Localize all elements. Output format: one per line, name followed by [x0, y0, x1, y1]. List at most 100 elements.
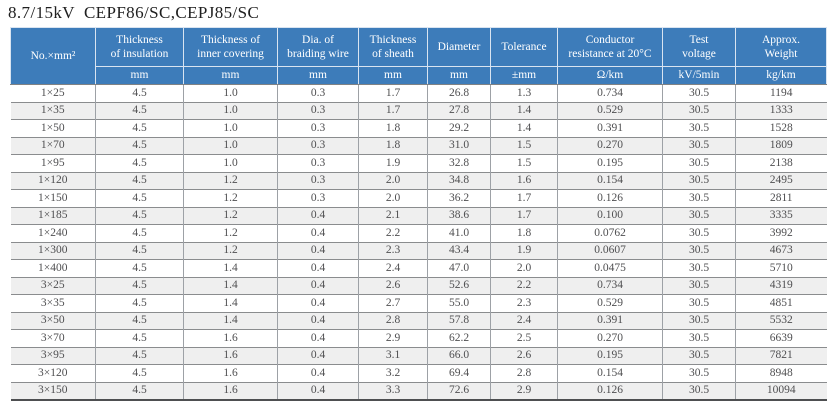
value-cell: 29.2	[427, 119, 491, 137]
table-row: 1×95 4.5 1.0 0.3 1.9 32.8 1.5 0.195 30.5 2138	[10, 154, 827, 172]
value-cell: 30.5	[662, 136, 736, 155]
value-cell: 0.195	[557, 154, 663, 172]
value-cell: 1.8	[358, 119, 428, 137]
value-cell: 30.5	[662, 84, 736, 102]
value-cell: 0.270	[557, 136, 663, 155]
value-cell: 2.7	[358, 294, 428, 312]
value-cell: 2.9	[490, 381, 558, 400]
value-cell: 1.0	[183, 84, 278, 102]
row-size-cell: 3×95	[10, 346, 96, 365]
value-cell: 2.8	[490, 364, 558, 382]
value-cell: 7821	[735, 346, 827, 365]
table-body: 1×25 4.5 1.0 0.3 1.7 26.8 1.3 0.734 30.5 1194 1×35…	[10, 84, 827, 400]
value-cell: 30.5	[662, 101, 736, 120]
value-cell: 0.3	[277, 171, 359, 190]
row-size-cell: 1×70	[10, 136, 96, 155]
value-cell: 1194	[735, 84, 827, 102]
unit-diameter: mm	[427, 66, 491, 85]
value-cell: 0.734	[557, 276, 663, 295]
value-cell: 66.0	[427, 346, 491, 365]
table-row: 3×35 4.5 1.4 0.4 2.7 55.0 2.3 0.529 30.5 4851	[10, 294, 827, 312]
row-size-cell: 3×35	[10, 294, 96, 312]
value-cell: 1528	[735, 119, 827, 137]
value-cell: 0.195	[557, 346, 663, 365]
value-cell: 2.0	[358, 189, 428, 207]
catalog-page: 8.7/15kV CEPF86/SC,CEPJ85/SC No.×mm² Thi…	[0, 3, 830, 411]
value-cell: 2.2	[358, 224, 428, 242]
row-size-cell: 1×120	[10, 171, 96, 190]
value-cell: 30.5	[662, 259, 736, 277]
value-cell: 0.3	[277, 136, 359, 155]
header-row-units: mm mm mm mm mm ±mm Ω/km kV/5min kg/km	[11, 66, 827, 85]
value-cell: 4.5	[95, 311, 184, 330]
row-size-cell: 1×25	[10, 84, 96, 102]
value-cell: 30.5	[662, 154, 736, 172]
unit-test-voltage: kV/5min	[662, 66, 736, 85]
value-cell: 0.391	[557, 119, 663, 137]
value-cell: 3.1	[358, 346, 428, 365]
table-row: 1×35 4.5 1.0 0.3 1.7 27.8 1.4 0.529 30.5 1333	[10, 101, 827, 120]
value-cell: 0.4	[277, 241, 359, 260]
value-cell: 1.8	[358, 136, 428, 155]
row-size-cell: 3×70	[10, 329, 96, 347]
row-size-cell: 3×120	[10, 364, 96, 382]
value-cell: 0.4	[277, 329, 359, 347]
value-cell: 34.8	[427, 171, 491, 190]
value-cell: 30.5	[662, 346, 736, 365]
value-cell: 72.6	[427, 381, 491, 400]
value-cell: 4.5	[95, 381, 184, 400]
value-cell: 36.2	[427, 189, 491, 207]
value-cell: 5532	[735, 311, 827, 330]
value-cell: 1809	[735, 136, 827, 155]
value-cell: 0.3	[277, 119, 359, 137]
value-cell: 2811	[735, 189, 827, 207]
value-cell: 1.5	[490, 136, 558, 155]
value-cell: 0.126	[557, 189, 663, 207]
value-cell: 4.5	[95, 364, 184, 382]
table-row: 3×95 4.5 1.6 0.4 3.1 66.0 2.6 0.195 30.5 7821	[10, 346, 827, 365]
table-row: 3×25 4.5 1.4 0.4 2.6 52.6 2.2 0.734 30.5 4319	[10, 276, 827, 295]
column-header-resistance: Conductor resistance at 20°C	[557, 27, 663, 67]
value-cell: 2.3	[490, 294, 558, 312]
value-cell: 0.126	[557, 381, 663, 400]
value-cell: 4.5	[95, 346, 184, 365]
table-row: 1×240 4.5 1.2 0.4 2.2 41.0 1.8 0.0762 30.5 3992	[10, 224, 827, 242]
value-cell: 1.7	[490, 189, 558, 207]
value-cell: 1.0	[183, 154, 278, 172]
value-cell: 4673	[735, 241, 827, 260]
table-row: 1×70 4.5 1.0 0.3 1.8 31.0 1.5 0.270 30.5 1809	[10, 136, 827, 155]
value-cell: 4.5	[95, 206, 184, 225]
value-cell: 0.4	[277, 346, 359, 365]
value-cell: 1.4	[183, 276, 278, 295]
value-cell: 0.0475	[557, 259, 663, 277]
value-cell: 3335	[735, 206, 827, 225]
value-cell: 4.5	[95, 329, 184, 347]
value-cell: 62.2	[427, 329, 491, 347]
row-size-cell: 1×50	[10, 119, 96, 137]
unit-tolerance: ±mm	[490, 66, 558, 85]
row-size-cell: 1×150	[10, 189, 96, 207]
value-cell: 30.5	[662, 276, 736, 295]
column-header-tolerance: Tolerance	[490, 27, 558, 67]
value-cell: 30.5	[662, 241, 736, 260]
value-cell: 41.0	[427, 224, 491, 242]
value-cell: 69.4	[427, 364, 491, 382]
unit-insulation: mm	[95, 66, 184, 85]
table-header: No.×mm² Thickness of insulation Thicknes…	[10, 27, 827, 85]
value-cell: 1333	[735, 101, 827, 120]
value-cell: 4.5	[95, 294, 184, 312]
value-cell: 1.9	[490, 241, 558, 260]
value-cell: 0.154	[557, 364, 663, 382]
row-size-cell: 3×50	[10, 311, 96, 330]
value-cell: 10094	[735, 381, 827, 400]
value-cell: 2.6	[490, 346, 558, 365]
value-cell: 1.7	[358, 84, 428, 102]
row-size-cell: 3×25	[10, 276, 96, 295]
row-size-cell: 1×400	[10, 259, 96, 277]
table-row: 3×50 4.5 1.4 0.4 2.8 57.8 2.4 0.391 30.5 5532	[10, 311, 827, 330]
value-cell: 30.5	[662, 311, 736, 330]
value-cell: 1.2	[183, 189, 278, 207]
value-cell: 0.3	[277, 101, 359, 120]
value-cell: 1.2	[183, 241, 278, 260]
value-cell: 4.5	[95, 224, 184, 242]
